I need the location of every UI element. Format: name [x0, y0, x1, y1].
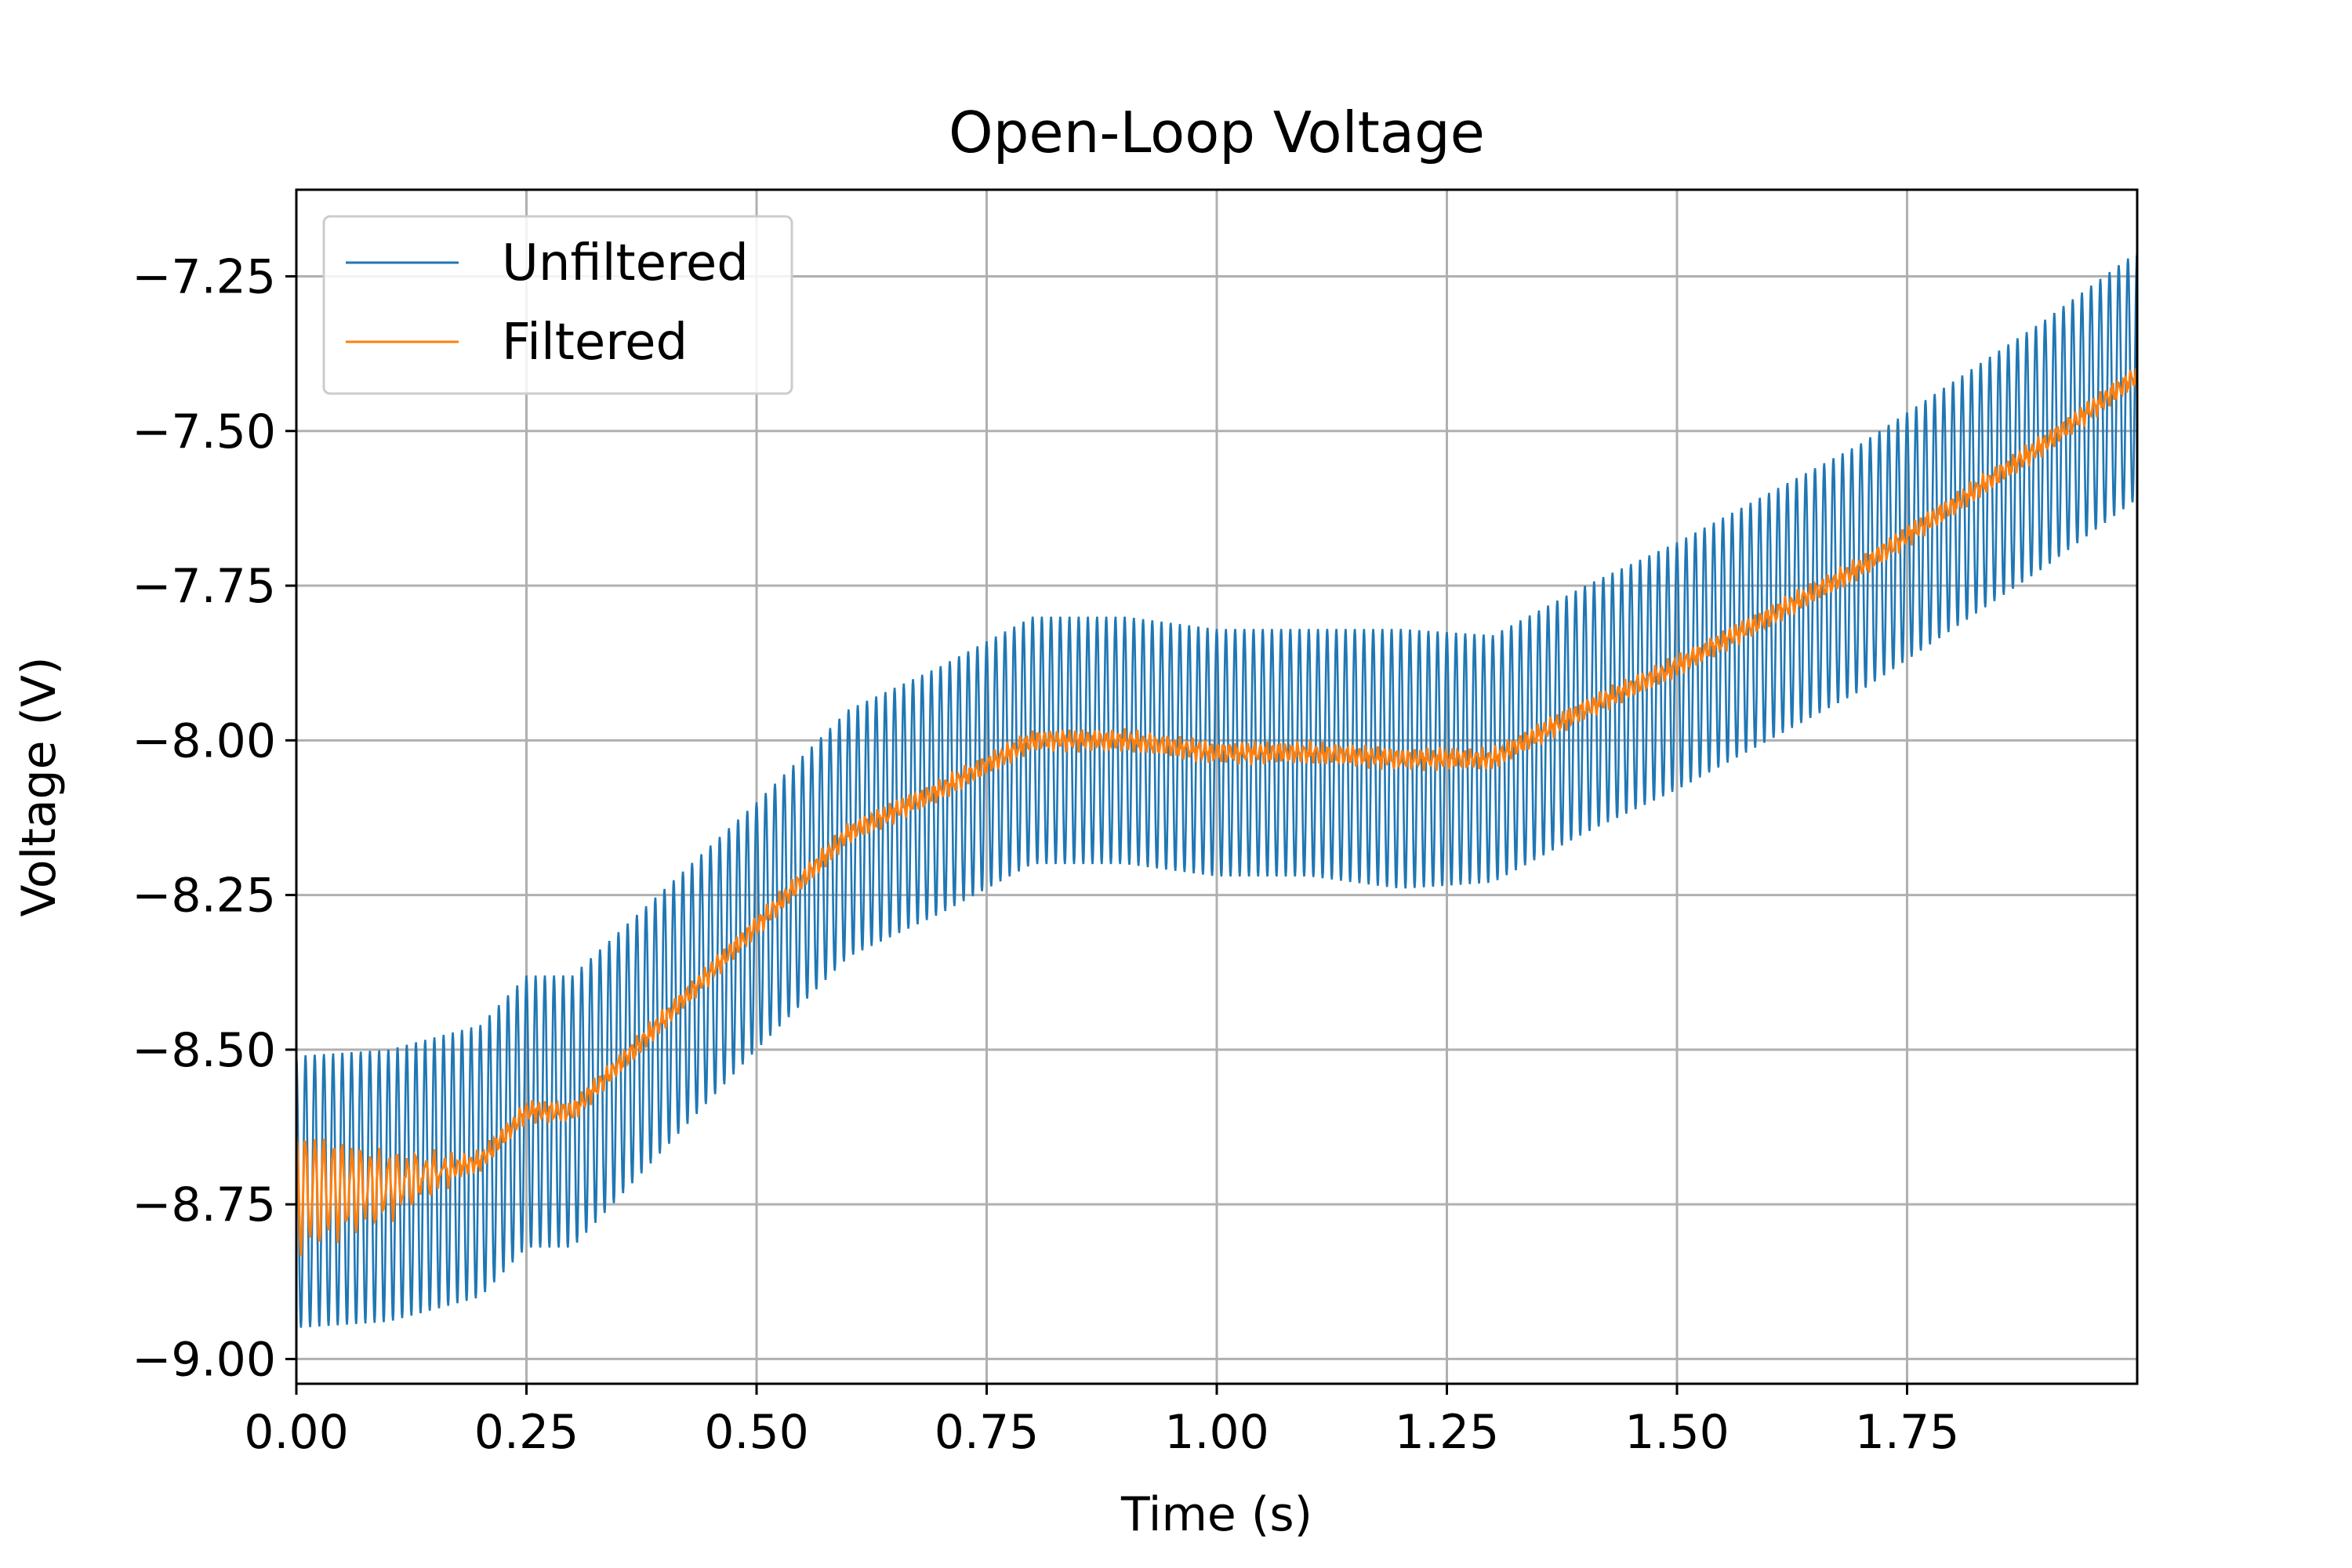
x-tick-label: 0.25	[474, 1405, 579, 1460]
chart-title: Open-Loop Voltage	[949, 100, 1485, 165]
y-tick-label: −9.00	[132, 1332, 276, 1387]
legend: Unfiltered Filtered	[322, 215, 793, 395]
y-tick-label: −7.25	[132, 249, 276, 304]
x-axis-label: Time (s)	[1120, 1487, 1312, 1542]
legend-label-unfiltered: Unfiltered	[502, 234, 749, 292]
y-tick-label: −8.25	[132, 869, 276, 924]
y-axis-label: Voltage (V)	[12, 657, 67, 917]
x-tick-label: 1.25	[1395, 1405, 1500, 1460]
x-tick-label: 0.00	[244, 1405, 349, 1460]
tick-labels: 0.00 0.25 0.50 0.75 1.00 1.25 1.50 1.75 −9.00 −8.…	[132, 249, 1959, 1460]
x-tick-label: 0.75	[935, 1405, 1040, 1460]
x-tick-label: 0.50	[704, 1405, 809, 1460]
y-tick-label: −8.00	[132, 713, 276, 768]
series-layer	[296, 251, 2137, 1328]
y-tick-label: −8.50	[132, 1023, 276, 1078]
legend-box	[322, 215, 793, 395]
x-tick-label: 1.00	[1164, 1405, 1269, 1460]
ticks	[285, 274, 1908, 1395]
y-tick-label: −7.75	[132, 559, 276, 614]
series-line-filtered	[296, 367, 2137, 1257]
y-tick-label: −7.50	[132, 405, 276, 459]
legend-label-filtered: Filtered	[502, 314, 688, 372]
y-tick-label: −8.75	[132, 1178, 276, 1232]
x-tick-label: 1.75	[1855, 1405, 1960, 1460]
series-line-unfiltered	[296, 251, 2137, 1328]
x-tick-label: 1.50	[1624, 1405, 1730, 1460]
